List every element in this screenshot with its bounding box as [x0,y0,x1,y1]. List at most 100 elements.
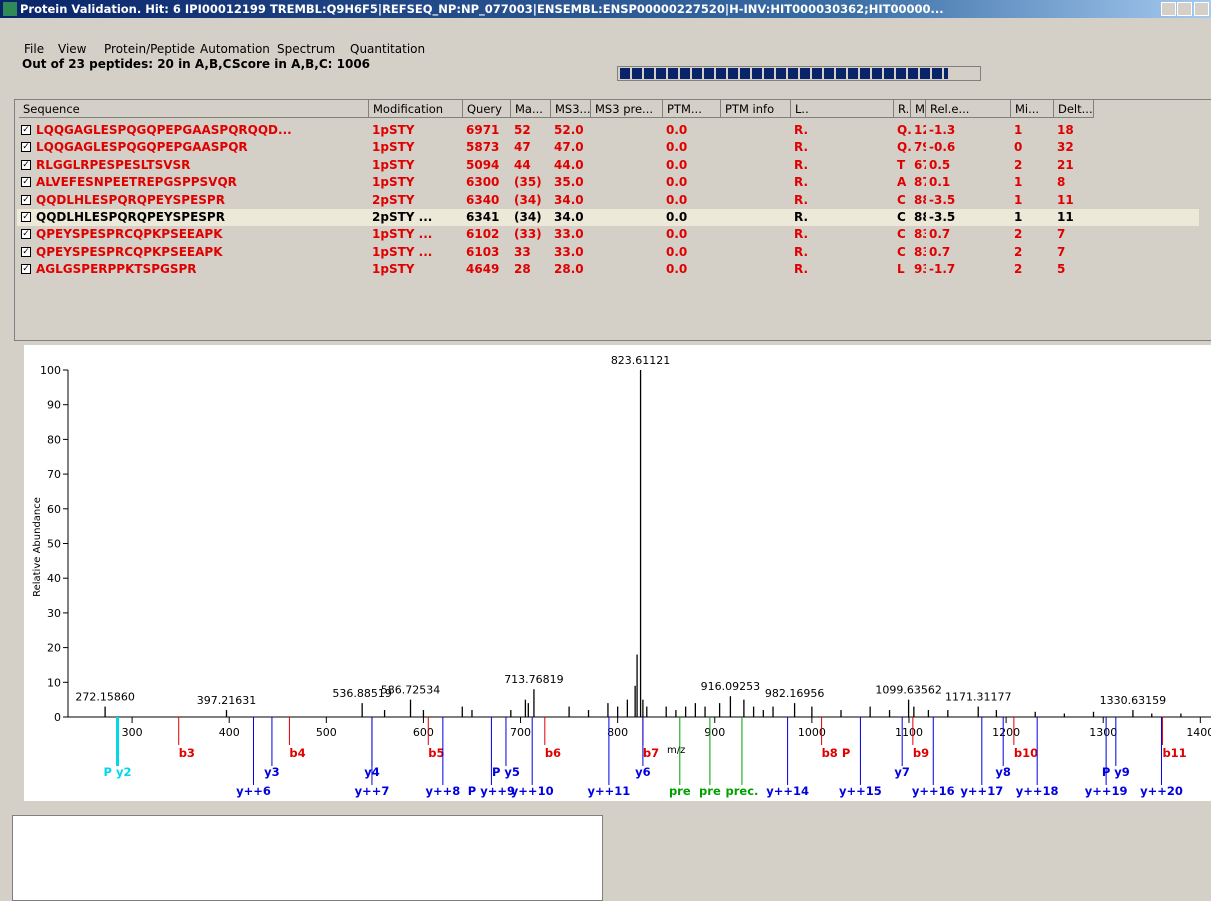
row-checkbox[interactable]: ✓ [21,194,31,205]
table-row[interactable] [17,243,1199,261]
table-cell: 4649 [466,262,500,277]
row-checkbox[interactable]: ✓ [21,177,31,188]
row-checkbox[interactable]: ✓ [21,229,31,240]
app-icon [3,2,17,16]
column-header[interactable]: PTM... [663,100,721,118]
table-cell: 0.0 [666,262,688,277]
table-cell: 0.0 [666,140,688,155]
table-cell: 0 [1014,140,1023,155]
fragment-label: y8 [995,765,1011,779]
peptide-table[interactable]: Sequence Modification Query Ma... MS3... MS3 … [14,99,1211,341]
fragment-label: P y5 [492,765,520,779]
fragment-label: y3 [264,765,280,779]
table-cell: 1238.927 [914,123,926,137]
table-cell: 6103 [466,244,500,259]
table-row[interactable] [17,209,1199,226]
x-tick-label: 600 [413,726,434,739]
table-cell: 835.364 [914,244,926,259]
column-header[interactable]: Delt... [1054,100,1094,118]
menu-item[interactable]: Automation [200,42,270,56]
score-summary: Score in A,B,C: 1006 [232,57,371,71]
table-cell: 0.0 [666,192,688,207]
fragment-label: y++15 [839,784,882,798]
table-cell: -1.3 [929,123,956,137]
fragment-label: y++14 [766,784,809,798]
fragment-label: pre [699,784,721,798]
menu-item[interactable]: Quantitation [350,42,426,56]
table-cell [721,226,791,243]
menu-item[interactable]: File [24,42,45,56]
column-header[interactable]: MS3... [551,100,591,118]
row-checkbox[interactable]: ✓ [21,246,31,257]
column-header[interactable]: Rel.e... [926,100,1011,118]
maximize-button[interactable] [1177,2,1192,16]
menu-item[interactable]: Spectrum [277,42,336,56]
row-checkbox[interactable]: ✓ [21,142,31,153]
row-checkbox[interactable]: ✓ [21,159,31,170]
table-row[interactable] [17,122,1199,139]
x-tick-label: 300 [122,726,143,739]
fragment-label: b11 [1162,746,1186,760]
table-cell: Q. [897,140,911,155]
x-axis-label: m/z [667,745,685,756]
column-header[interactable]: Modification [369,100,463,118]
table-row[interactable] [17,191,1199,209]
column-header[interactable]: R.. [894,100,911,118]
menu-item[interactable]: View [58,42,87,56]
table-row[interactable] [17,261,1199,279]
table-cell: R. [794,227,809,242]
table-cell: (35) [514,175,542,190]
table-cell: C [897,192,906,207]
column-header[interactable]: MCR [Th] [911,100,926,118]
table-cell: 21 [1057,157,1074,172]
table-row[interactable] [17,156,1199,174]
minimize-button[interactable] [1161,2,1176,16]
table-cell: 6971 [466,123,500,137]
table-cell: 47 [514,140,531,155]
column-header[interactable]: PTM info [721,100,791,118]
column-header[interactable]: Query [463,100,511,118]
row-checkbox[interactable]: ✓ [21,212,31,222]
column-header[interactable]: Mi... [1011,100,1054,118]
menu-item[interactable]: Protein/Peptide [104,42,195,56]
window-buttons[interactable] [1161,2,1209,16]
spectrum-chart: 0 10 20 30 40 50 60 70 80 90 100 300 400 500 600 700 800… [24,345,1211,801]
fragment-label: P y++9 [468,784,515,798]
table-row[interactable] [17,226,1199,244]
table-cell: 0.0 [666,157,688,172]
fragment-label: y++18 [1016,784,1059,798]
fragment-label: y7 [894,765,910,779]
plot-background [24,345,1211,801]
fragment-label: y++11 [588,784,631,798]
table-cell [721,244,791,261]
table-cell: (33) [514,227,542,242]
notes-box[interactable] [12,815,603,901]
fragment-label: b6 [545,746,561,760]
table-cell: 44 [514,157,531,172]
row-checkbox[interactable]: ✓ [21,264,31,275]
table-cell [591,261,663,278]
close-button[interactable] [1194,2,1209,16]
fragment-label: y++10 [511,784,554,798]
fragment-label: b5 [428,746,444,760]
column-header[interactable]: Ma... [511,100,551,118]
table-cell: R. [794,244,809,259]
table-row[interactable] [17,139,1199,157]
table-cell: A [897,175,907,190]
fragment-label: y++20 [1140,784,1183,798]
table-cell: C [897,227,906,242]
column-header[interactable]: L.. [791,100,894,118]
table-row[interactable] [17,174,1199,192]
row-checkbox[interactable]: ✓ [21,125,31,135]
x-tick-label: 400 [219,726,240,739]
table-cell: 0.5 [929,157,951,172]
y-tick-label: 70 [47,468,61,481]
column-header[interactable]: MS3 pre... [591,100,663,118]
table-cell: 0.0 [666,210,688,224]
table-cell: 2 [1014,262,1023,277]
table-cell: 1 [1014,175,1023,190]
table-cell [721,192,791,209]
column-header[interactable]: Sequence [19,100,369,118]
fragment-label: y++16 [912,784,955,798]
table-cell: 0.1 [929,175,951,190]
